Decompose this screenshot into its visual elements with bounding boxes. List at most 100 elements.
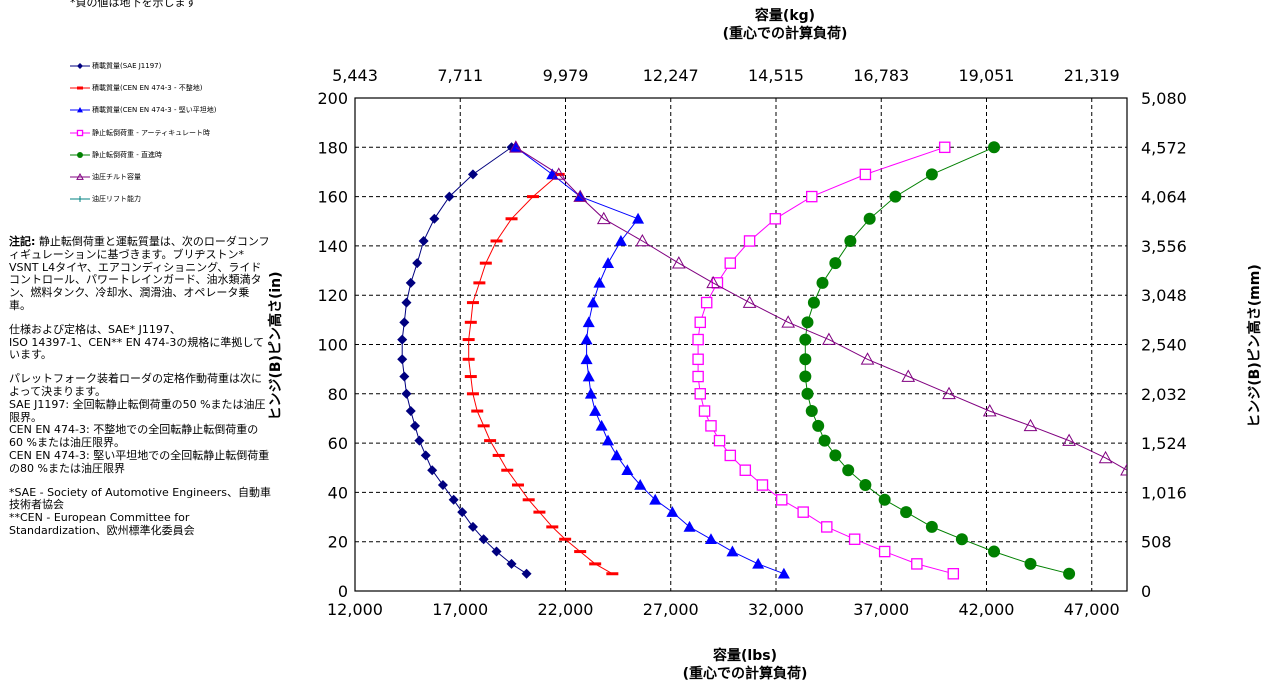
data-point (399, 371, 410, 382)
data-point (777, 567, 790, 579)
data-point (752, 557, 765, 569)
data-point (467, 521, 478, 532)
y-left-tick-label: 20 (328, 533, 348, 552)
note-abbreviations: *SAE - Society of Automotive Engineers、自… (9, 485, 271, 537)
legend-item: 油圧リフト能力 (70, 188, 216, 210)
data-point (533, 510, 546, 514)
x-top-tick-label: 7,711 (437, 66, 483, 85)
series-2 (509, 141, 790, 579)
data-point (457, 507, 468, 518)
chart-legend: 積載質量(SAE J1197) 積載質量(CEN EN 474-3 - 不整地) 積… (70, 55, 216, 210)
data-point (988, 141, 1001, 154)
data-point (596, 211, 611, 225)
data-point (479, 261, 492, 265)
plot-area-border (354, 97, 1128, 592)
legend-swatch-marker (77, 196, 83, 203)
data-point (726, 545, 739, 557)
data-point (863, 212, 876, 225)
x-top-tick-label: 19,051 (959, 66, 1015, 85)
data-point (683, 520, 696, 532)
y-right-tick-label: 5,080 (1141, 89, 1187, 108)
y-right-tick-label: 1,016 (1141, 483, 1187, 502)
data-point (473, 281, 486, 285)
data-point (1023, 418, 1038, 432)
y-left-tick-label: 180 (317, 138, 348, 157)
data-point (671, 256, 686, 269)
y-right-tick-label: 1,524 (1141, 434, 1187, 453)
data-point (464, 320, 477, 324)
legend-swatch (70, 86, 90, 90)
series-4 (799, 141, 1076, 580)
data-point (462, 357, 475, 361)
data-point (466, 301, 479, 305)
data-point (925, 168, 938, 181)
data-point (546, 525, 559, 529)
data-point (582, 370, 595, 382)
data-point (700, 296, 713, 309)
note-standards: 仕様および定格は、SAE* J1197、 ISO 14397-1、CEN** E… (9, 322, 265, 362)
data-point (698, 405, 711, 417)
data-point (982, 404, 997, 417)
data-point (587, 296, 600, 308)
legend-label: 静止転倒荷重 - 直進時 (92, 150, 162, 159)
x-top-tick-label: 5,443 (332, 66, 378, 85)
data-point (901, 369, 916, 382)
series-3 (692, 141, 960, 580)
data-point (1024, 557, 1037, 570)
y-right-tick-label: 0 (1141, 582, 1151, 601)
data-point (580, 353, 593, 365)
data-point (448, 494, 459, 505)
data-point (491, 546, 502, 557)
data-point (801, 316, 814, 329)
data-point (692, 333, 704, 346)
y-right-tick-label: 508 (1141, 533, 1172, 552)
data-point (437, 480, 448, 491)
legend-item: 静止転倒荷重 - アーティキュレート時 (70, 122, 216, 144)
data-point (860, 352, 875, 365)
data-point (822, 332, 836, 345)
legend-swatch-marker (77, 151, 83, 158)
data-point (522, 498, 535, 502)
y-right-tick-label: 3,048 (1141, 286, 1187, 305)
data-point (816, 276, 829, 289)
data-point (606, 572, 619, 576)
data-point (799, 333, 812, 346)
data-point (501, 468, 514, 472)
data-point (859, 479, 872, 492)
top-axis-title: 容量(kg) (754, 7, 815, 24)
data-point (546, 168, 559, 180)
x-bottom-tick-label: 32,000 (748, 600, 804, 619)
data-point (756, 479, 769, 491)
x-bottom-tick-label: 12,000 (327, 600, 383, 619)
top-axis-subtitle: (重心での計算負荷) (723, 25, 848, 42)
data-point (801, 387, 814, 400)
data-point (401, 388, 412, 399)
x-bottom-tick-label: 47,000 (1064, 600, 1120, 619)
legend-label: 油圧チルト容量 (92, 173, 141, 182)
data-point (410, 420, 421, 431)
legend-swatch (70, 151, 90, 158)
data-point (666, 506, 679, 517)
legend-swatch (70, 196, 90, 203)
data-point (589, 405, 602, 416)
data-point (1063, 567, 1076, 580)
y-left-tick-label: 80 (328, 385, 348, 404)
legend-label: 油圧リフト能力 (92, 195, 141, 204)
data-point (521, 568, 532, 579)
data-point (582, 316, 595, 328)
data-point (635, 233, 650, 247)
data-point (878, 493, 891, 506)
y-right-tick-label: 3,556 (1141, 237, 1187, 256)
series-line (515, 146, 1127, 471)
data-point (414, 435, 425, 446)
x-top-tick-label: 14,515 (748, 66, 804, 85)
data-point (1120, 463, 1127, 476)
series-layer (397, 140, 1127, 580)
data-point (829, 257, 842, 270)
data-point (397, 334, 408, 345)
x-top-tick-label: 21,319 (1064, 66, 1120, 85)
data-point (464, 375, 477, 379)
legend-item: 油圧チルト容量 (70, 166, 216, 188)
data-point (427, 465, 438, 476)
